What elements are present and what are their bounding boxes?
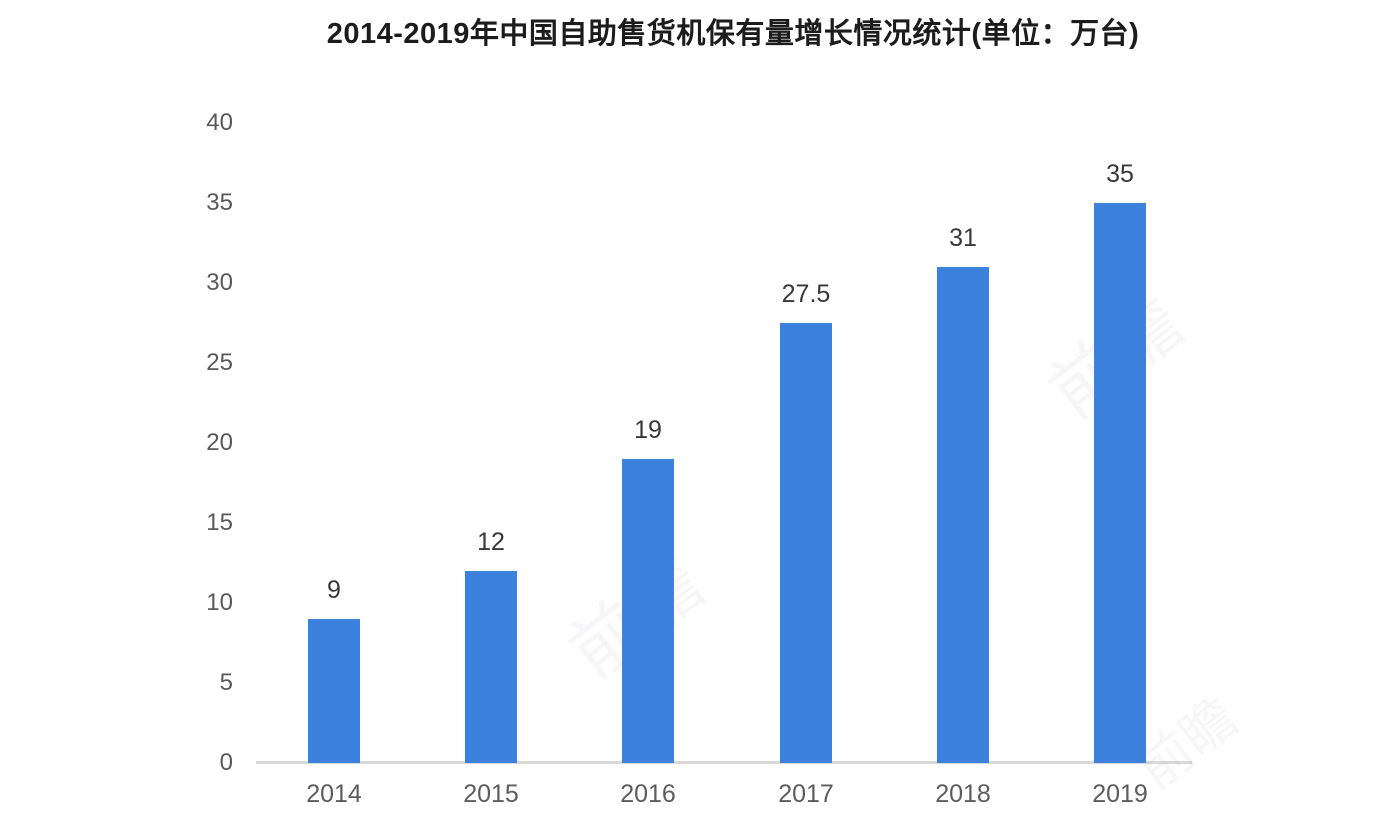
bar-2018: [937, 267, 989, 763]
x-tick-label: 2019: [1092, 780, 1148, 808]
y-tick-label: 15: [206, 509, 233, 536]
bar-2014: [308, 619, 360, 763]
x-tick-label: 2015: [463, 780, 519, 808]
bar-value-label: 19: [634, 416, 662, 444]
y-tick-label: 35: [206, 189, 233, 216]
y-tick-label: 30: [206, 269, 233, 296]
bar-value-label: 27.5: [781, 280, 831, 308]
bar-2016: [622, 459, 674, 763]
y-tick-label: 25: [206, 349, 233, 376]
y-tick-label: 5: [219, 669, 233, 696]
bar-2017: [780, 323, 832, 763]
x-tick-label: 2018: [935, 780, 991, 808]
x-axis-line: [256, 761, 1192, 764]
x-tick-label: 2016: [620, 780, 676, 808]
bar-2015: [465, 571, 517, 763]
bar-value-label: 9: [327, 576, 341, 604]
y-tick-label: 20: [206, 429, 233, 456]
x-tick-label: 2017: [778, 780, 834, 808]
y-tick-label: 0: [219, 749, 233, 776]
y-tick-label: 40: [206, 109, 233, 136]
chart-title: 2014-2019年中国自助售货机保有量增长情况统计(单位：万台): [326, 18, 1140, 50]
x-tick-label: 2014: [306, 780, 362, 808]
bar-2019: [1094, 203, 1146, 763]
bar-value-label: 31: [949, 224, 977, 252]
bar-value-label: 12: [477, 528, 505, 556]
bar-value-label: 35: [1106, 160, 1134, 188]
y-tick-label: 10: [206, 589, 233, 616]
